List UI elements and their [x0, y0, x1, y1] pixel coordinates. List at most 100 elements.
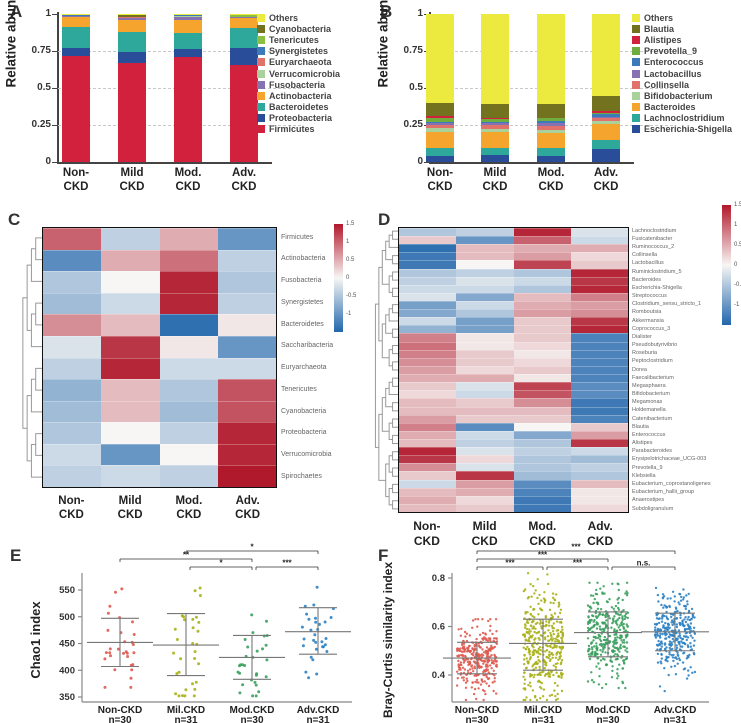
d-cell: [456, 406, 514, 415]
a-x-label: Adv. CKD: [231, 167, 257, 194]
d-cell: [456, 301, 514, 310]
d-row-label: Ruminiclostridium_5: [632, 268, 682, 275]
b-segment-escherichia-shigella: [537, 156, 565, 162]
b-legend-label: Blautia: [644, 23, 675, 34]
b-segment-enterococcus: [426, 121, 454, 123]
d-colorbar-tick: 0.5: [734, 242, 741, 248]
a-segment-bacteroidetes: [230, 28, 258, 49]
b-bar-adv: [592, 14, 620, 162]
d-cell: [399, 463, 457, 472]
d-cell: [399, 503, 457, 512]
d-cell: [513, 430, 571, 439]
d-cell: [399, 349, 457, 358]
c-cell: [159, 357, 218, 380]
d-cell: [513, 228, 571, 237]
d-cell: [456, 317, 514, 326]
d-row-label: Peptoclostridium: [632, 358, 673, 365]
d-cell: [399, 471, 457, 480]
b-legend-swatch-icon: [632, 69, 640, 78]
e-x-label: Mod.CKD: [230, 705, 275, 716]
d-cell: [399, 284, 457, 293]
d-row-label: Coprococcus_3: [632, 325, 671, 332]
b-segment-prevotella-9: [592, 112, 620, 115]
d-cell: [513, 382, 571, 391]
b-legend-item: Alistipes: [632, 34, 732, 45]
d-cell: [456, 357, 514, 366]
c-cell: [43, 465, 102, 487]
c-cell: [217, 443, 276, 466]
c-cell: [101, 249, 160, 272]
d-cell: [456, 390, 514, 399]
d-cell: [513, 260, 571, 269]
b-legend-label: Lachnoclostridium: [644, 113, 725, 124]
b-x-label: Non- CKD: [426, 167, 454, 194]
b-legend-item: Prevotella_9: [632, 46, 732, 57]
d-cell: [456, 236, 514, 245]
d-row-label: Anaerostipes: [632, 497, 665, 504]
d-cell: [513, 244, 571, 253]
c-row-label: Euryarchaeota: [281, 364, 327, 372]
f-significance-label: ***: [573, 559, 583, 568]
a-legend-swatch-icon: [257, 47, 265, 56]
a-legend-swatch-icon: [257, 35, 265, 44]
c-cell: [43, 443, 102, 466]
f-significance-label: n.s.: [637, 559, 651, 568]
b-segment-prevotella-9: [426, 118, 454, 122]
d-row-label: Clostridium_sensu_stricto_1: [632, 301, 702, 308]
d-cell: [456, 463, 514, 472]
a-y-tick-mark: [52, 87, 57, 89]
e-scatter-points-mil-ckd: [172, 586, 202, 698]
f-errorbar-mil-ckd: [509, 618, 577, 671]
d-cell: [513, 390, 571, 399]
c-cell: [217, 335, 276, 358]
c-colorbar-tick: 1: [346, 239, 350, 245]
b-segment-blautia: [426, 103, 454, 117]
d-cell: [570, 341, 628, 350]
b-segment-lactobacillus: [481, 123, 509, 126]
d-cell: [399, 455, 457, 464]
b-segment-bacteroides: [426, 132, 454, 148]
b-segment-collinsella: [537, 125, 565, 131]
a-segment-others: [62, 14, 90, 15]
f-x-n-label: n=30: [465, 715, 489, 723]
b-segment-collinsella: [592, 118, 620, 122]
d-row-label: Prevotella_9: [632, 464, 663, 471]
d-cell: [513, 406, 571, 415]
d-cell: [570, 317, 628, 326]
b-segment-collinsella: [426, 124, 454, 128]
c-row-label: Verrucomicrobia: [281, 451, 332, 459]
a-segment-fusobacteria: [174, 16, 202, 20]
b-segment-bacteroides: [481, 132, 509, 148]
d-row-label: Roseburia: [632, 350, 658, 357]
c-row-dendrogram-icon: [22, 237, 42, 478]
d-cell: [570, 349, 628, 358]
d-cell: [399, 406, 457, 415]
d-cell: [456, 447, 514, 456]
d-cell: [570, 438, 628, 448]
a-legend-label: Others: [269, 12, 299, 23]
a-legend-swatch-icon: [257, 24, 265, 33]
a-legend-item: Proteobacteria: [257, 113, 340, 124]
d-colorbar-tick: 0: [734, 262, 738, 268]
panel-letter-c: C: [8, 210, 21, 229]
d-cell: [570, 284, 628, 293]
a-legend-item: Synergistetes: [257, 46, 340, 57]
d-cell: [399, 236, 457, 245]
b-legend-swatch-icon: [632, 125, 640, 134]
b-segment-blautia: [537, 104, 565, 118]
f-significance-bracket: [546, 566, 609, 570]
d-cell: [570, 244, 628, 253]
d-cell: [399, 365, 457, 375]
d-row-label: Erysipelotrichaceae_UCG-003: [632, 456, 707, 463]
c-row-label: Saccharibacteria: [281, 342, 334, 350]
b-legend-swatch-icon: [632, 103, 640, 112]
d-cell: [456, 228, 514, 237]
b-legend-label: Lactobacillus: [644, 68, 702, 79]
a-y-tick-label: 0: [45, 156, 51, 167]
d-cell: [513, 455, 571, 464]
b-legend-label: Escherichia-Shigella: [644, 124, 733, 135]
a-y-tick-mark: [52, 13, 57, 15]
a-segment-fusobacteria: [62, 16, 90, 17]
b-legend-item: Bifidobacterium: [632, 90, 732, 101]
b-y-tick-mark: [424, 161, 429, 163]
